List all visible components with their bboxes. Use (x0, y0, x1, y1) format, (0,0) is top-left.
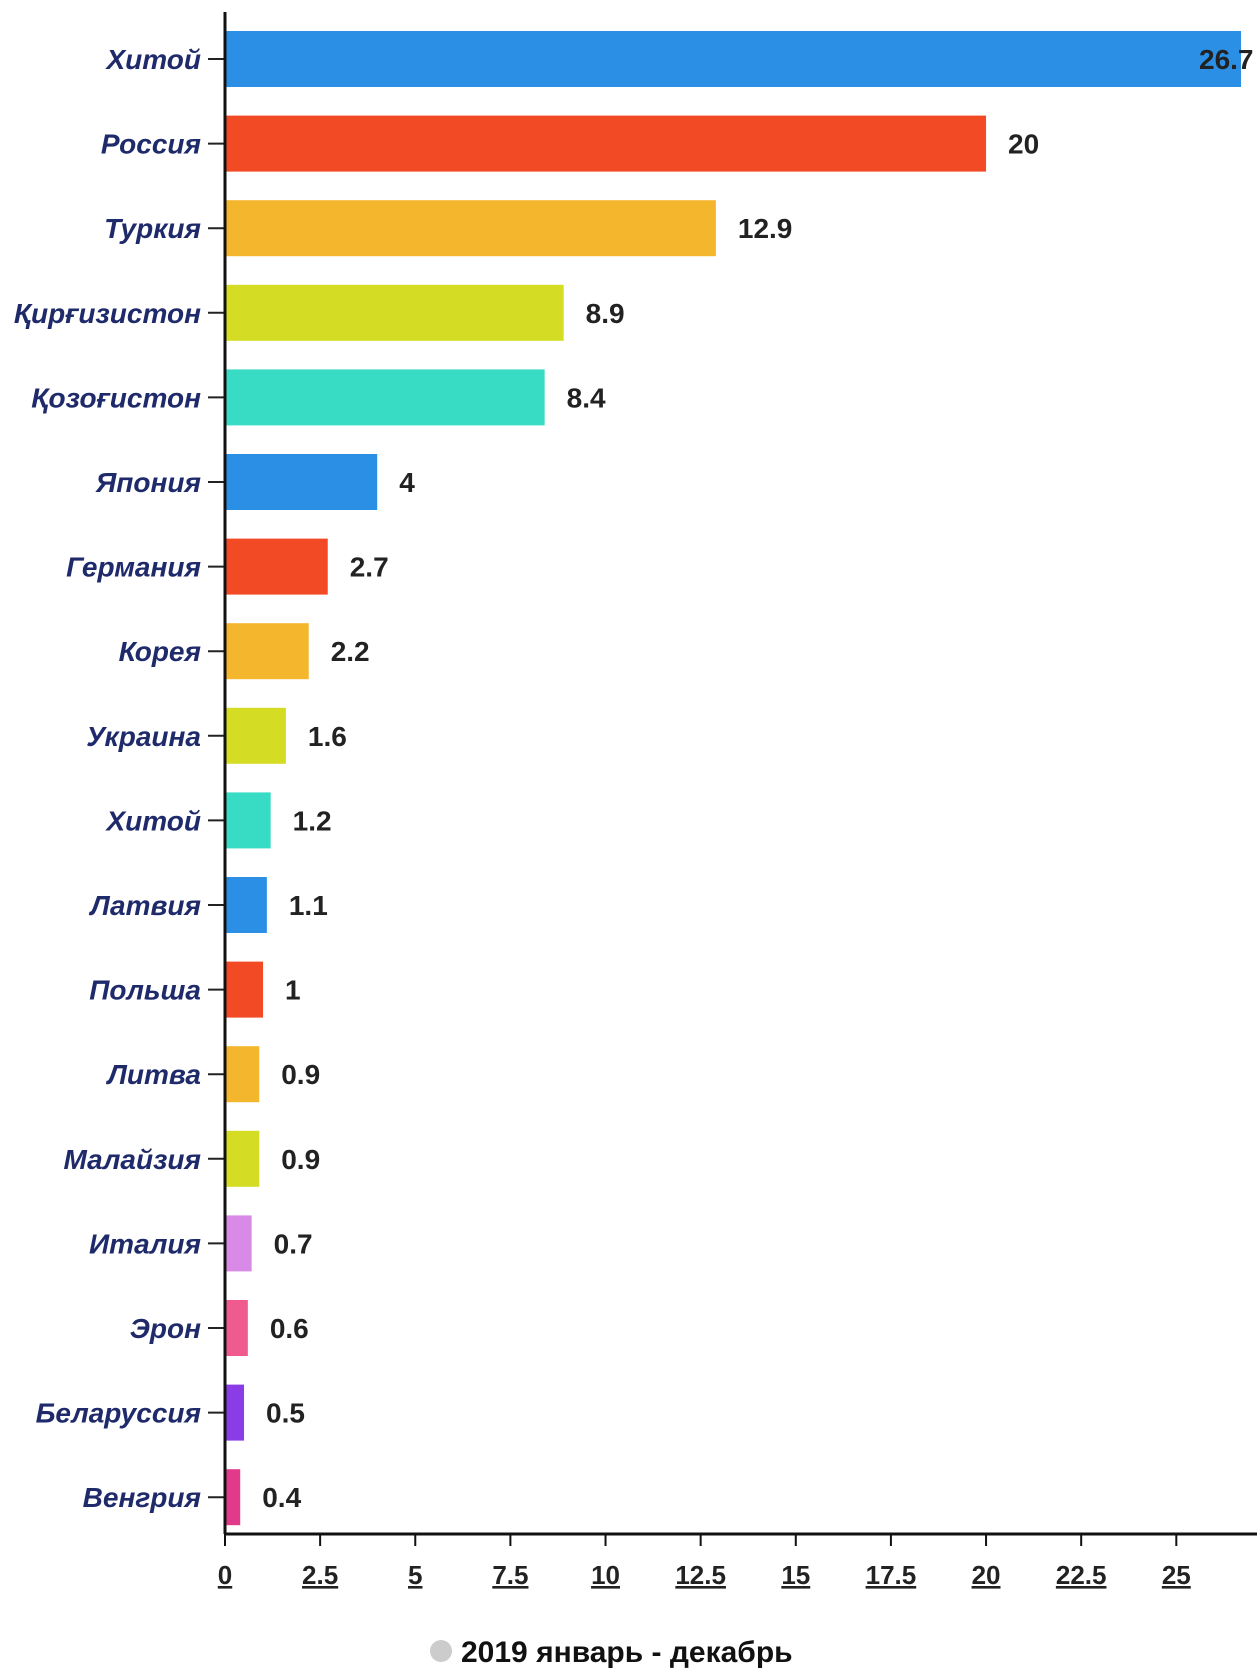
bar (225, 1469, 241, 1526)
bar (225, 1215, 252, 1272)
x-tick-label: 0 (218, 1560, 232, 1590)
category-label: Япония (95, 467, 201, 498)
category-label: Эрон (130, 1313, 201, 1344)
data-label: 1.6 (308, 721, 347, 752)
bar (225, 200, 716, 257)
legend-marker-icon (430, 1640, 452, 1662)
category-label: Қозоғистон (31, 382, 201, 413)
bar (225, 877, 267, 933)
category-label: Россия (101, 129, 201, 160)
data-label: 0.9 (281, 1144, 320, 1175)
labels-group: Хитой 26.7 Россия 20 Туркия 12.9 Қирғизистон 8.… (14, 44, 1254, 1513)
category-label: Украина (86, 721, 201, 752)
data-label: 4 (399, 467, 415, 498)
data-label: 0.5 (266, 1398, 305, 1429)
x-tick-label: 25 (1162, 1560, 1191, 1590)
axes-group: 0 2.5 5 7.5 10 12.5 15 17.5 20 22.5 25 (208, 12, 1257, 1590)
data-label: 26.7 (1199, 44, 1254, 75)
data-label: 0.4 (262, 1482, 301, 1513)
bar (225, 961, 264, 1018)
bar (225, 792, 271, 849)
bar (225, 1046, 260, 1103)
bar (225, 1384, 245, 1441)
x-tick-label: 22.5 (1056, 1560, 1107, 1590)
category-label: Литва (106, 1059, 201, 1090)
data-label: 0.7 (274, 1228, 313, 1259)
data-label: 8.9 (586, 298, 625, 329)
bar (225, 31, 1241, 87)
x-tick-label: 7.5 (492, 1560, 528, 1590)
data-label: 1 (285, 975, 301, 1006)
data-label: 8.4 (567, 382, 606, 413)
category-label: Латвия (88, 890, 201, 921)
category-label: Беларуссия (36, 1398, 201, 1429)
bar (225, 1300, 248, 1356)
data-label: 2.2 (331, 636, 370, 667)
x-tick-label: 15 (781, 1560, 810, 1590)
legend-label: 2019 январь - декабрь (461, 1636, 793, 1669)
data-label: 20 (1008, 129, 1039, 160)
category-label: Венгрия (83, 1482, 201, 1513)
category-label: Италия (89, 1228, 201, 1259)
bar (225, 115, 987, 172)
bar (225, 538, 328, 595)
category-label: Туркия (104, 213, 201, 244)
category-label: Хитой (104, 805, 201, 836)
x-tick-label: 5 (408, 1560, 422, 1590)
data-label: 2.7 (350, 552, 389, 583)
x-tick-label: 17.5 (866, 1560, 917, 1590)
x-tick-label: 20 (972, 1560, 1001, 1590)
bar (225, 707, 286, 764)
x-tick-label: 12.5 (675, 1560, 726, 1590)
category-label: Хитой (104, 44, 201, 75)
data-label: 0.6 (270, 1313, 309, 1344)
data-label: 1.2 (293, 805, 332, 836)
bar (225, 454, 378, 510)
category-label: Малайзия (63, 1144, 201, 1175)
x-tick-label: 10 (591, 1560, 620, 1590)
bars-group (225, 31, 1241, 1526)
bar (225, 284, 564, 341)
bar (225, 623, 309, 680)
category-label: Қирғизистон (14, 298, 201, 329)
data-label: 0.9 (281, 1059, 320, 1090)
bar (225, 1130, 260, 1187)
category-label: Корея (119, 636, 201, 667)
x-tick-label: 2.5 (302, 1560, 338, 1590)
data-label: 12.9 (738, 213, 793, 244)
category-label: Польша (89, 975, 201, 1006)
legend: 2019 январь - декабрь (430, 1636, 793, 1669)
category-label: Германия (66, 552, 201, 583)
bar (225, 369, 545, 426)
data-label: 1.1 (289, 890, 328, 921)
